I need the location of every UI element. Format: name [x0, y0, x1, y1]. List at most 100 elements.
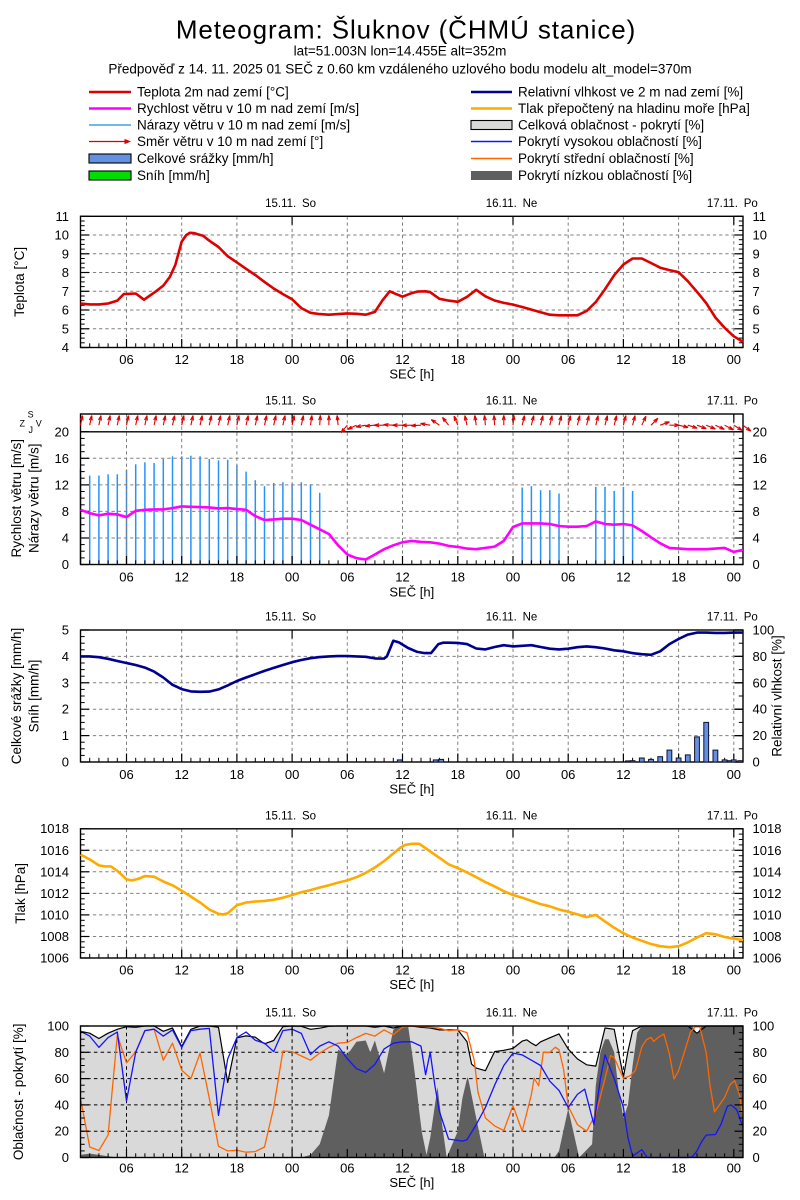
svg-text:12: 12: [55, 477, 69, 492]
svg-text:06: 06: [561, 767, 575, 782]
svg-text:16.11. Ne: 16.11. Ne: [486, 612, 538, 624]
svg-text:16.11. Ne: 16.11. Ne: [486, 811, 538, 823]
svg-text:12: 12: [753, 477, 767, 492]
svg-text:9: 9: [62, 246, 69, 261]
svg-text:5: 5: [62, 321, 69, 336]
svg-text:Tlak přepočtený na hladinu moř: Tlak přepočtený na hladinu moře [hPa]: [518, 101, 750, 116]
svg-text:00: 00: [727, 767, 741, 782]
svg-text:1018: 1018: [753, 821, 782, 836]
svg-text:17.11. Po: 17.11. Po: [707, 1008, 758, 1020]
svg-text:3: 3: [62, 675, 69, 690]
svg-text:60: 60: [753, 675, 767, 690]
svg-text:00: 00: [285, 767, 299, 782]
svg-text:00: 00: [285, 352, 299, 367]
svg-text:Pokrytí střední oblačností [%]: Pokrytí střední oblačností [%]: [518, 151, 694, 166]
svg-text:12: 12: [174, 767, 188, 782]
svg-text:18: 18: [451, 963, 465, 978]
svg-text:V: V: [36, 418, 42, 428]
svg-text:16: 16: [55, 451, 69, 466]
svg-text:20: 20: [55, 424, 69, 439]
svg-text:Předpověď z 14. 11. 2025 01 SE: Předpověď z 14. 11. 2025 01 SEČ z 0.60 k…: [108, 62, 691, 77]
svg-text:06: 06: [561, 1161, 575, 1176]
svg-text:Teplota 2m nad zemí [°C]: Teplota 2m nad zemí [°C]: [137, 85, 289, 100]
svg-text:SEČ [h]: SEČ [h]: [389, 585, 434, 600]
svg-text:12: 12: [174, 352, 188, 367]
svg-text:11: 11: [753, 209, 767, 224]
svg-text:17.11. Po: 17.11. Po: [707, 612, 758, 624]
svg-text:12: 12: [174, 570, 188, 585]
svg-text:1008: 1008: [40, 929, 69, 944]
svg-text:4: 4: [753, 531, 760, 546]
svg-text:12: 12: [174, 963, 188, 978]
svg-text:40: 40: [753, 1097, 767, 1112]
svg-text:SEČ [h]: SEČ [h]: [389, 1175, 434, 1190]
svg-text:1006: 1006: [40, 951, 69, 966]
svg-text:1: 1: [62, 728, 69, 743]
svg-text:9: 9: [753, 246, 760, 261]
svg-text:15.11. So: 15.11. So: [265, 612, 316, 624]
svg-text:Celkové srážky [mm/h]: Celkové srážky [mm/h]: [9, 628, 24, 765]
svg-text:80: 80: [753, 1045, 767, 1060]
svg-text:12: 12: [616, 767, 630, 782]
svg-text:06: 06: [340, 570, 354, 585]
svg-text:Z: Z: [20, 418, 26, 428]
svg-text:Pokrytí vysokou oblačností [%]: Pokrytí vysokou oblačností [%]: [518, 134, 702, 149]
svg-text:06: 06: [119, 767, 133, 782]
svg-text:06: 06: [340, 1161, 354, 1176]
svg-text:J: J: [29, 425, 34, 435]
svg-text:12: 12: [395, 1161, 409, 1176]
svg-text:16.11. Ne: 16.11. Ne: [486, 198, 538, 210]
svg-text:00: 00: [506, 963, 520, 978]
svg-text:17.11. Po: 17.11. Po: [707, 396, 758, 408]
svg-text:Sníh [mm/h]: Sníh [mm/h]: [137, 168, 210, 183]
svg-text:6: 6: [753, 303, 760, 318]
svg-text:00: 00: [727, 963, 741, 978]
svg-text:20: 20: [753, 1124, 767, 1139]
svg-text:Rychlost větru [m/s]: Rychlost větru [m/s]: [9, 439, 24, 558]
svg-text:60: 60: [55, 1071, 69, 1086]
svg-text:00: 00: [727, 1161, 741, 1176]
svg-text:16: 16: [753, 451, 767, 466]
svg-text:06: 06: [119, 352, 133, 367]
svg-text:1014: 1014: [40, 864, 69, 879]
svg-text:100: 100: [47, 1019, 69, 1034]
svg-text:SEČ [h]: SEČ [h]: [389, 977, 434, 992]
svg-text:15.11. So: 15.11. So: [265, 198, 316, 210]
svg-text:Relativní vlhkost [%]: Relativní vlhkost [%]: [770, 635, 785, 757]
svg-text:Sníh [mm/h]: Sníh [mm/h]: [27, 660, 42, 733]
svg-text:80: 80: [55, 1045, 69, 1060]
svg-text:1018: 1018: [40, 821, 69, 836]
svg-text:11: 11: [56, 209, 70, 224]
svg-text:10: 10: [753, 228, 767, 243]
svg-text:0: 0: [753, 557, 760, 572]
svg-text:100: 100: [753, 623, 775, 638]
svg-text:15.11. So: 15.11. So: [265, 396, 316, 408]
svg-text:18: 18: [230, 767, 244, 782]
svg-text:12: 12: [395, 963, 409, 978]
svg-text:1010: 1010: [40, 907, 69, 922]
svg-text:5: 5: [753, 321, 760, 336]
svg-text:0: 0: [753, 1150, 760, 1165]
svg-text:06: 06: [340, 767, 354, 782]
svg-text:Nárazy větru [m/s]: Nárazy větru [m/s]: [27, 443, 42, 553]
svg-text:1014: 1014: [753, 864, 782, 879]
svg-text:Nárazy větru v 10 m nad zemí [: Nárazy větru v 10 m nad zemí [m/s]: [137, 118, 350, 133]
svg-text:10: 10: [55, 228, 69, 243]
svg-text:5: 5: [62, 623, 69, 638]
svg-text:60: 60: [753, 1071, 767, 1086]
svg-text:2: 2: [62, 702, 69, 717]
svg-text:0: 0: [62, 1150, 69, 1165]
svg-text:1010: 1010: [753, 907, 782, 922]
svg-text:20: 20: [753, 424, 767, 439]
svg-text:Celkové srážky [mm/h]: Celkové srážky [mm/h]: [137, 151, 274, 166]
svg-text:18: 18: [671, 570, 685, 585]
svg-text:18: 18: [671, 963, 685, 978]
svg-text:15.11. So: 15.11. So: [265, 1008, 316, 1020]
svg-text:00: 00: [727, 570, 741, 585]
svg-text:16.11. Ne: 16.11. Ne: [486, 396, 538, 408]
svg-text:8: 8: [62, 265, 69, 280]
svg-text:12: 12: [395, 767, 409, 782]
svg-text:12: 12: [395, 570, 409, 585]
svg-text:4: 4: [753, 340, 760, 355]
svg-text:1012: 1012: [40, 886, 69, 901]
